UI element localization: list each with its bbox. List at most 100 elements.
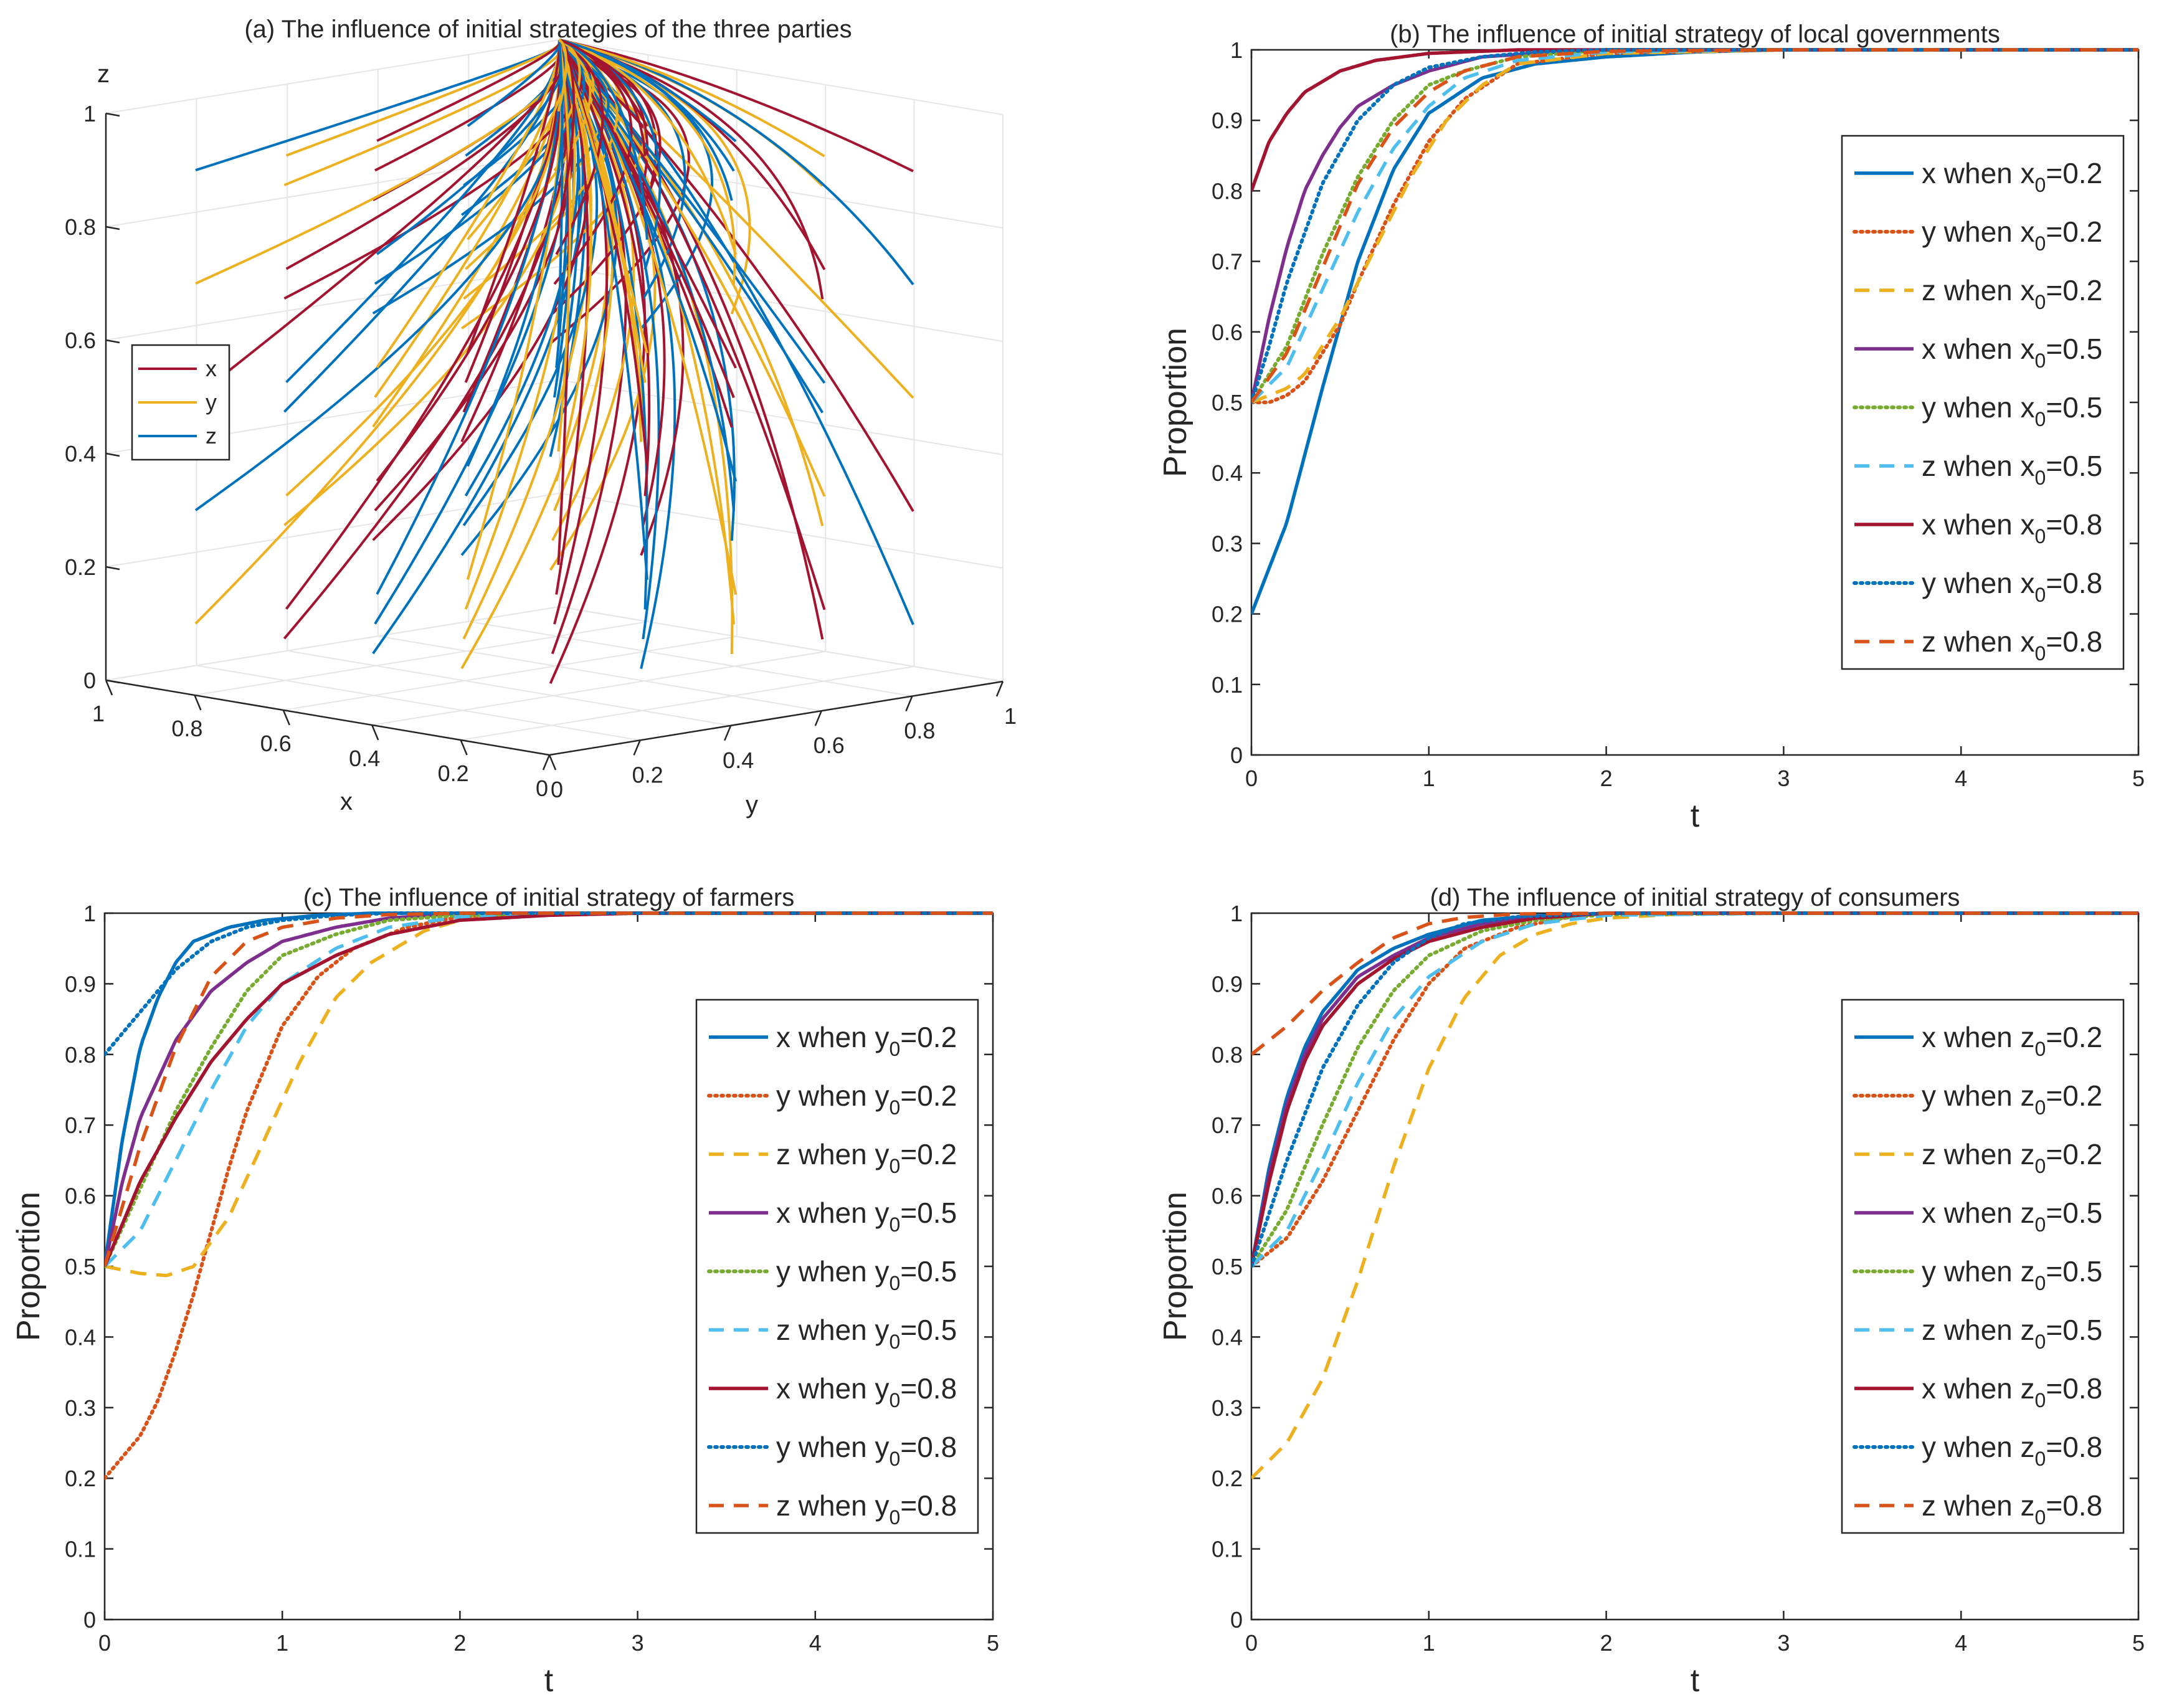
legend-label-main: y when z [1922,1431,2035,1463]
legend-label-subscript: 0 [890,1331,901,1353]
legend-label-subscript: 0 [2035,408,2046,430]
legend-label: x when y0=0.5 [776,1197,957,1236]
legend-label-init: 0.5 [917,1197,957,1229]
legend-label-init: 0.8 [2062,625,2102,658]
legend-label: x when x0=0.8 [1922,508,2102,548]
x-axis-label: t [1691,1663,1700,1699]
legend-label-init: 0.8 [917,1431,957,1463]
legend-label-subscript: 0 [2035,1038,2046,1060]
legend-label-eq: = [2046,625,2062,658]
x-tick-label: 4 [1955,1630,1967,1656]
series-line-y-0.8 [1251,911,2138,1268]
legend-label-init: 0.8 [2062,508,2102,541]
z-tick-label: 0.2 [65,554,96,580]
y-tick-label: 0.9 [1212,971,1243,997]
legend-label-init: 0.5 [2062,450,2102,482]
legend-label-main: z when y [776,1138,890,1170]
legend-label-subscript: 0 [2035,174,2046,196]
legend-label: x when y0=0.8 [776,1372,957,1411]
x-tick-label: 5 [987,1630,999,1656]
legend-label-eq: = [2046,567,2062,599]
grid-line [559,606,1004,682]
legend-label-eq: = [900,1021,917,1053]
legend-label: x when x0=0.5 [1922,333,2102,372]
x-tick-label: 2 [1600,1630,1613,1656]
y-tick-label: 0.5 [1212,390,1243,415]
legend-label-main: y when x [1922,567,2035,599]
y-tick-label: 0.5 [65,1254,96,1279]
legend-label-main: x when x [1922,157,2035,189]
y-tick-label: 0.4 [1212,1324,1243,1350]
y-tick-label: 0.6 [1212,1184,1243,1209]
legend-label: z when x0=0.8 [1922,625,2102,665]
y-tick-label: 0.4 [1212,460,1243,486]
x-tick-label: 0.4 [349,746,380,771]
legend-label-eq: = [2046,1197,2062,1229]
legend-label-init: 0.2 [917,1021,957,1053]
legend-label: z when y0=0.2 [776,1138,957,1177]
legend-label-subscript: 0 [890,1096,901,1119]
legend-label: z when x0=0.2 [1922,274,2102,313]
legend-label-subscript: 0 [2035,1506,2046,1529]
y-tick-label: 0.6 [1212,320,1243,345]
legend-label: x when z0=0.5 [1922,1197,2102,1236]
chart-title: (b) The influence of initial strategy of… [1390,21,2000,48]
legend-label: x when z0=0.2 [1922,1021,2102,1060]
y-tick-mark [633,739,641,756]
grid-line [105,493,560,567]
legend-label-main: z when z [1922,1314,2035,1346]
legend-label: x when z0=0.8 [1922,1372,2102,1411]
legend-label-main: x when z [1922,1021,2035,1053]
legend-label-init: 0.2 [2062,157,2102,189]
x-tick-label: 0.2 [438,761,469,786]
legend-label-main: y when z [1922,1255,2035,1288]
legend-label-init: 0.8 [2062,1489,2102,1522]
legend-label: y when y0=0.2 [776,1079,957,1119]
legend-label: z when y0=0.8 [776,1489,957,1529]
legend-label: z when z0=0.8 [1922,1489,2102,1529]
legend-label-init: 0.5 [2062,1197,2102,1229]
series-line-z-0.5 [105,911,993,1268]
legend-label-eq: = [900,1314,917,1346]
legend-label-init: 0.2 [917,1138,957,1170]
chart-title: (d) The influence of initial strategy of… [1430,884,1960,911]
legend-label: x when y0=0.2 [776,1021,957,1060]
legend-label-subscript: 0 [2035,584,2046,606]
x-tick-label: 3 [1777,1630,1790,1656]
panel-b: 0 1 2 3 4 5 0 0.1 0.2 0.3 0.4 0.5 0.6 0.7 0.8 0.9 1 (b) T… [1157,21,2145,834]
x-tick-label: 1 [1423,766,1435,791]
grid-line [105,153,560,227]
legend-label: y when x0=0.2 [1922,216,2102,255]
legend-label-main: x when y [776,1197,890,1229]
legend-label-init: 0.5 [917,1314,957,1346]
panel-c: 0 1 2 3 4 5 0 0.1 0.2 0.3 0.4 0.5 0.6 0.7 0.8 0.9 1 (c) T… [11,884,999,1699]
panel-d: 0 1 2 3 4 5 0 0.1 0.2 0.3 0.4 0.5 0.6 0.7 0.8 0.9 1 (d) T… [1157,884,2145,1699]
legend-label-eq: = [2046,1079,2062,1112]
legend-label-eq: = [2046,1314,2062,1346]
grid-line [377,635,822,712]
legend-label-init: 0.2 [2062,216,2102,248]
grid-line [559,493,1004,569]
y-tick-label: 0.2 [632,762,663,787]
x-axis-line [105,679,550,756]
y-tick-label: 0.7 [65,1113,96,1138]
legend-label-main: z when x [1922,625,2035,658]
y-tick-label: 0.8 [1212,1042,1243,1068]
legend-label-eq: = [2046,1138,2062,1170]
legend-label-eq: = [900,1372,917,1405]
grid-line [372,651,826,726]
y-axis-label: Proportion [1157,1192,1193,1341]
legend-label-eq: = [2046,508,2062,541]
legend-label-eq: = [900,1489,917,1522]
z-tick-mark [105,566,120,571]
y-tick-label: 0 [1230,743,1243,768]
y-tick-label: 1 [1004,703,1017,729]
legend: x when x0=0.2y when x0=0.2z when x0=0.2x… [1841,135,2125,670]
legend-label: z when y0=0.5 [776,1314,957,1353]
x-tick-label: 4 [1955,766,1967,791]
legend-label-init: 0.2 [917,1079,957,1112]
grid-line [194,621,648,696]
legend-label: y when y0=0.5 [776,1255,957,1294]
legend-label-eq: = [2046,391,2062,424]
legend-box [695,999,979,1534]
